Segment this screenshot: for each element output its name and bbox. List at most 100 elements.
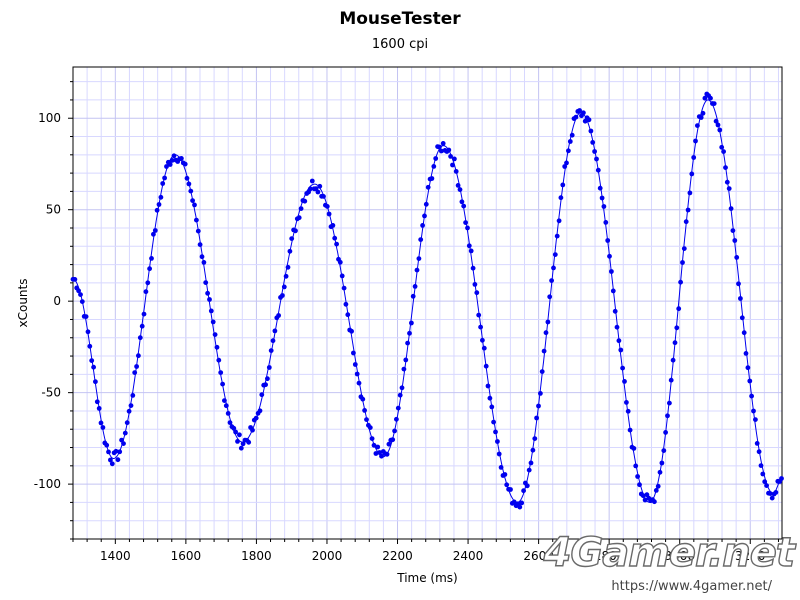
- plot-area: [73, 67, 782, 539]
- x-tick-label: 3000: [664, 549, 695, 563]
- series-point: [137, 335, 143, 341]
- series-point: [298, 206, 304, 212]
- series-point: [465, 225, 470, 231]
- series-point: [689, 171, 695, 177]
- series-point: [152, 228, 158, 233]
- series-point: [259, 392, 265, 398]
- series-point: [491, 419, 496, 425]
- series-point: [207, 297, 212, 302]
- series-point: [225, 411, 231, 416]
- series-point: [401, 366, 407, 372]
- series-point: [683, 219, 689, 225]
- series-point: [496, 451, 502, 457]
- series-point: [745, 365, 751, 371]
- chart-subtitle: 1600 cpi: [371, 37, 429, 52]
- series-point: [171, 153, 177, 159]
- series-point: [364, 417, 369, 422]
- series-point: [635, 474, 640, 479]
- series-point: [764, 483, 769, 488]
- series-point: [730, 228, 736, 234]
- series-point: [446, 147, 452, 153]
- series-point: [218, 370, 224, 375]
- series-point: [192, 202, 197, 208]
- series-point: [616, 338, 622, 344]
- series-point: [194, 217, 199, 223]
- series-point: [397, 392, 403, 398]
- series-point: [556, 218, 562, 224]
- series-point: [220, 381, 226, 387]
- series-point: [79, 299, 85, 304]
- series-point: [463, 220, 468, 226]
- series-point: [362, 408, 367, 413]
- series-point: [455, 183, 461, 188]
- series-point: [754, 441, 760, 446]
- series-point: [558, 195, 564, 201]
- series-point: [605, 238, 611, 243]
- series-point: [106, 449, 111, 455]
- series-point: [726, 186, 732, 192]
- series-point: [524, 483, 530, 489]
- series-point: [480, 337, 485, 343]
- series-point: [315, 189, 321, 195]
- series-point: [762, 479, 768, 485]
- y-tick-label: 100: [38, 111, 61, 125]
- series-point: [457, 187, 463, 193]
- series-point: [253, 415, 259, 421]
- series-point: [732, 238, 738, 243]
- series-point: [195, 228, 201, 234]
- x-tick-label: 1800: [241, 549, 272, 563]
- series-point: [98, 420, 104, 426]
- series-point: [345, 312, 351, 318]
- series-point: [521, 488, 526, 494]
- series-point: [547, 294, 553, 300]
- series-point: [186, 181, 192, 187]
- series-point: [72, 277, 78, 282]
- series-point: [341, 285, 347, 291]
- series-point: [121, 441, 126, 446]
- series-point: [117, 449, 123, 455]
- watermark-logo: 4Gamer.net: [543, 529, 796, 576]
- y-tick-label: 0: [53, 294, 61, 308]
- series-point: [653, 488, 659, 493]
- series-point: [478, 324, 483, 330]
- series-point: [431, 164, 437, 169]
- series-point: [670, 357, 676, 363]
- series-point: [659, 460, 665, 466]
- series-point: [581, 110, 586, 116]
- series-point: [736, 281, 741, 287]
- series-point: [429, 176, 435, 181]
- series-point: [595, 167, 601, 173]
- series-point: [693, 138, 698, 144]
- series-point: [657, 469, 663, 475]
- series-point: [549, 278, 554, 283]
- series-point: [100, 425, 106, 430]
- watermark-url: https://www.4gamer.net/: [611, 579, 772, 594]
- series-point: [356, 380, 362, 386]
- series-point: [594, 156, 599, 162]
- series-point: [208, 308, 214, 314]
- series-point: [644, 492, 650, 498]
- series-point: [680, 260, 685, 265]
- series-point: [552, 252, 558, 257]
- y-axis-label: xCounts: [16, 279, 30, 328]
- series-point: [633, 463, 639, 469]
- series-point: [526, 467, 532, 473]
- series-point: [423, 201, 429, 207]
- series-point: [530, 447, 536, 453]
- series-point: [164, 164, 169, 169]
- x-tick-label: 1600: [171, 549, 202, 563]
- series-point: [136, 353, 141, 359]
- series-point: [741, 330, 747, 336]
- series-point: [139, 323, 145, 329]
- series-point: [601, 204, 607, 209]
- series-point: [330, 223, 336, 228]
- series-point: [560, 182, 566, 188]
- series-point: [420, 223, 425, 228]
- series-point: [758, 463, 764, 468]
- series-point: [352, 362, 358, 367]
- series-point: [418, 237, 424, 243]
- series-point: [190, 198, 196, 204]
- series-point: [302, 198, 308, 204]
- series-point: [339, 273, 345, 279]
- series-point: [94, 399, 100, 405]
